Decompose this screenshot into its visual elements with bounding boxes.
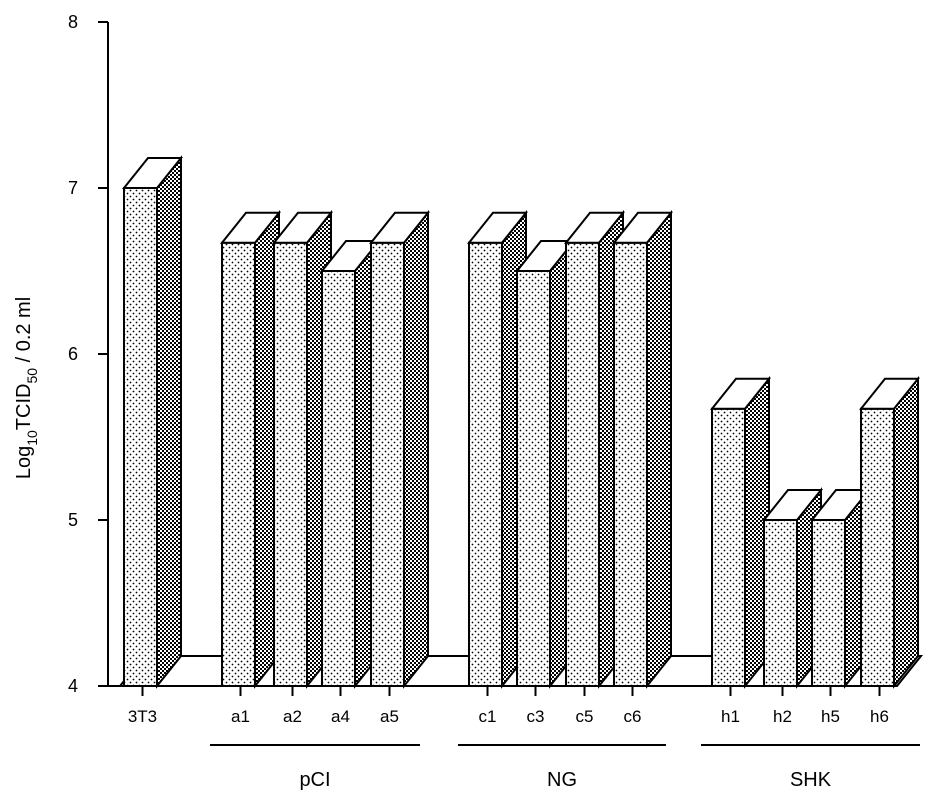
group-label: pCI: [299, 769, 330, 791]
y-tick-label: 6: [68, 344, 78, 364]
bar-top: [121, 157, 184, 189]
bar-top: [563, 211, 626, 244]
bar-top: [271, 211, 334, 244]
bar-front: [613, 241, 648, 687]
x-tick-label: a2: [283, 707, 302, 726]
x-tick-label: 3T3: [128, 707, 157, 726]
bar-side: [403, 209, 429, 689]
bar-top: [761, 489, 824, 521]
bar-front: [811, 519, 846, 687]
bar: [368, 209, 431, 689]
bar-top: [368, 211, 431, 244]
bar-front: [321, 270, 356, 687]
x-tick-label: c5: [576, 707, 594, 726]
x-tick-label: a4: [331, 707, 350, 726]
x-tick-label: h5: [821, 707, 840, 726]
bar: [611, 209, 674, 689]
x-tick-label: h6: [870, 707, 889, 726]
bar-front: [123, 187, 158, 687]
bar-front: [468, 241, 503, 687]
category-labels: 3T3 a1 a2 a4 a5 c1 c3 c5 c6 h1 h2 h5 h6: [128, 686, 889, 726]
bar-front: [763, 519, 798, 687]
bar-front: [370, 241, 405, 687]
bar: [219, 209, 282, 689]
y-tick-label: 4: [68, 676, 78, 696]
x-tick-label: a5: [380, 707, 399, 726]
bar: [121, 155, 184, 689]
bar-side: [156, 155, 182, 689]
x-tick-label: c3: [527, 707, 545, 726]
bar-front: [711, 407, 746, 687]
y-tick-label: 8: [68, 12, 78, 32]
bar-side: [893, 375, 919, 689]
bar-top: [611, 211, 674, 244]
bar-front: [860, 407, 895, 687]
bar-top: [858, 377, 921, 410]
x-tick-label: c1: [479, 707, 497, 726]
y-axis-label: Log10TCID50 / 0.2 ml: [13, 297, 40, 479]
x-tick-label: h2: [773, 707, 792, 726]
bar-top: [709, 377, 772, 410]
bar-top: [219, 211, 282, 244]
bar-top: [466, 211, 529, 244]
bar-front: [516, 270, 551, 687]
bar-front: [565, 241, 600, 687]
group-labels: pCI NG SHK: [210, 744, 920, 791]
x-tick-label: c6: [624, 707, 642, 726]
y-tick-label: 7: [68, 178, 78, 198]
bar-front: [221, 241, 256, 687]
bar-front: [273, 241, 308, 687]
bars: [121, 155, 921, 689]
group-label: NG: [547, 769, 577, 791]
y-tick-label: 5: [68, 510, 78, 530]
bar: [858, 375, 921, 689]
bar-side: [646, 209, 672, 689]
x-tick-label: h1: [721, 707, 740, 726]
group-label: SHK: [790, 769, 832, 791]
x-tick-label: a1: [231, 707, 250, 726]
bar: [709, 375, 772, 689]
